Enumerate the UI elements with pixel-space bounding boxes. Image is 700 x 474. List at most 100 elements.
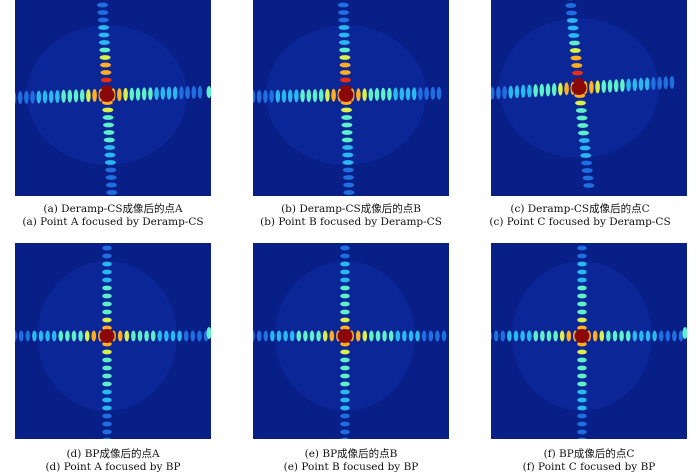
psf-range-sidelobe <box>294 89 299 103</box>
psf-main-lobe-peak <box>573 83 585 93</box>
psf-azimuth-sidelobe <box>106 190 118 195</box>
psf-range-sidelobe <box>61 89 66 103</box>
psf-range-sidelobe <box>190 330 196 342</box>
psf-azimuth-sidelobe <box>105 175 117 180</box>
psf-azimuth-sidelobe <box>340 261 350 267</box>
psf-range-sidelobe <box>263 330 269 342</box>
psf-range-sidelobe <box>329 330 335 342</box>
psf-range-sidelobe <box>626 78 631 92</box>
psf-azimuth-sidelobe <box>581 160 592 166</box>
psf-range-sidelobe <box>312 89 318 103</box>
psf-range-sidelobe <box>613 79 619 93</box>
psf-range-sidelobe <box>141 87 147 101</box>
psf-range-sidelobe <box>415 330 420 342</box>
psf-range-sidelobe <box>393 87 398 101</box>
psf-range-sidelobe <box>424 87 429 100</box>
psf-azimuth-sidelobe <box>340 253 350 259</box>
psf-range-sidelobe <box>612 330 618 342</box>
psf-range-sidelobe <box>619 330 624 342</box>
psf-range-sidelobe <box>369 330 374 342</box>
psf-azimuth-sidelobe <box>577 429 587 435</box>
psf-range-sidelobe <box>71 330 77 342</box>
psf-range-sidelobe <box>15 91 17 104</box>
psf-azimuth-sidelobe <box>102 301 112 307</box>
psf-edge-mark <box>682 327 687 339</box>
psf-range-sidelobe <box>514 85 520 99</box>
psf-range-sidelobe <box>513 330 519 342</box>
psf-range-sidelobe <box>625 330 631 342</box>
psf-range-sidelobe <box>496 86 501 100</box>
psf-range-sidelobe <box>540 330 545 342</box>
psf-azimuth-sidelobe <box>342 145 354 150</box>
psf-azimuth-sidelobe <box>578 138 590 143</box>
psf-azimuth-sidelobe <box>576 115 588 121</box>
psf-range-sidelobe <box>421 330 427 342</box>
psf-azimuth-sidelobe <box>577 349 587 355</box>
psf-range-sidelobe <box>411 87 417 101</box>
psf-range-sidelobe <box>25 330 31 342</box>
psf-azimuth-sidelobe <box>571 63 583 68</box>
psf-range-sidelobe <box>639 330 644 342</box>
psf-azimuth-sidelobe <box>577 325 587 331</box>
psf-edge-mark <box>206 327 211 339</box>
psf-range-sidelobe <box>502 86 507 99</box>
psf-azimuth-sidelobe <box>577 373 587 379</box>
psf-azimuth-sidelobe <box>569 40 580 46</box>
psf-range-sidelobe <box>24 90 29 104</box>
psf-range-sidelobe <box>123 87 128 101</box>
psf-image-e <box>253 245 447 439</box>
image-panel-e <box>253 243 449 439</box>
psf-azimuth-sidelobe <box>340 389 350 395</box>
psf-azimuth-sidelobe <box>566 18 578 23</box>
psf-azimuth-sidelobe <box>102 341 112 347</box>
psf-range-sidelobe <box>533 84 538 98</box>
psf-range-sidelobe <box>493 330 499 342</box>
psf-range-sidelobe <box>632 330 638 342</box>
psf-range-sidelobe <box>38 330 44 342</box>
psf-azimuth-sidelobe <box>340 381 350 387</box>
psf-azimuth-sidelobe <box>568 33 580 38</box>
psf-azimuth-sidelobe <box>100 77 112 83</box>
psf-azimuth-sidelobe <box>102 373 112 379</box>
psf-azimuth-sidelobe <box>341 107 352 113</box>
psf-azimuth-sidelobe <box>102 277 112 283</box>
psf-range-sidelobe <box>508 85 514 99</box>
psf-azimuth-sidelobe <box>578 130 589 136</box>
psf-range-sidelobe <box>67 89 73 103</box>
psf-azimuth-sidelobe <box>340 269 350 275</box>
psf-azimuth-sidelobe <box>577 341 587 347</box>
psf-range-sidelobe <box>651 77 656 90</box>
psf-azimuth-sidelobe <box>577 301 587 307</box>
psf-azimuth-sidelobe <box>98 25 110 30</box>
psf-azimuth-sidelobe <box>340 301 350 307</box>
psf-range-sidelobe <box>395 330 401 342</box>
psf-azimuth-sidelobe <box>337 2 349 8</box>
psf-azimuth-sidelobe <box>577 421 587 427</box>
psf-range-sidelobe <box>164 330 169 342</box>
psf-azimuth-sidelobe <box>342 167 354 173</box>
psf-range-sidelobe <box>564 82 569 96</box>
psf-range-sidelobe <box>601 80 607 93</box>
psf-range-sidelobe <box>663 76 669 90</box>
psf-azimuth-sidelobe <box>98 40 110 45</box>
psf-range-sidelobe <box>150 330 156 342</box>
image-panel-b <box>253 0 449 196</box>
psf-azimuth-sidelobe <box>104 152 116 158</box>
psf-range-sidelobe <box>606 330 611 342</box>
caption-b-en: (b) Point B focused by Deramp-CS <box>260 216 442 228</box>
psf-azimuth-sidelobe <box>577 123 589 128</box>
psf-azimuth-sidelobe <box>581 168 593 173</box>
psf-azimuth-sidelobe <box>569 48 581 53</box>
psf-azimuth-sidelobe <box>102 357 112 363</box>
psf-range-sidelobe <box>48 90 54 104</box>
psf-azimuth-sidelobe <box>577 389 587 395</box>
psf-range-sidelobe <box>84 330 90 342</box>
psf-azimuth-sidelobe <box>339 47 351 53</box>
psf-range-sidelobe <box>86 89 91 103</box>
psf-azimuth-sidelobe <box>577 381 587 387</box>
psf-azimuth-sidelobe <box>340 325 350 331</box>
psf-range-sidelobe <box>185 86 190 100</box>
psf-azimuth-sidelobe <box>582 175 594 181</box>
psf-range-sidelobe <box>368 88 374 102</box>
psf-azimuth-sidelobe <box>577 269 587 275</box>
